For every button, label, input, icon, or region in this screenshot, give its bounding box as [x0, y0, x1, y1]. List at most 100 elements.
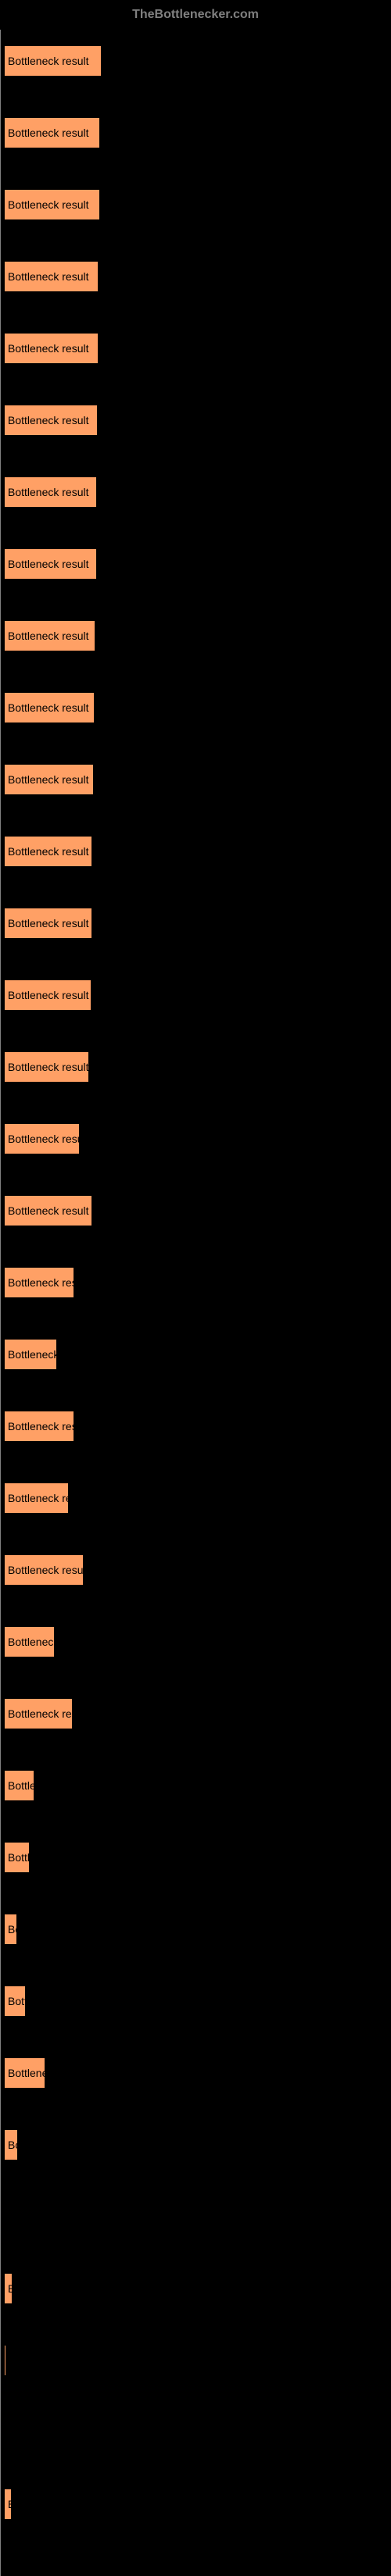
bar-row: Bottleneck result	[4, 692, 387, 723]
bar-label: Bott	[8, 1995, 26, 2007]
bar-row: Bottlene	[4, 2057, 387, 2089]
bar: Bo	[4, 1914, 17, 1945]
bar: Bottleneck	[4, 1339, 57, 1370]
bar-row	[4, 2417, 387, 2448]
bar: Bottleneck result	[4, 979, 91, 1011]
bar: Bottleneck result	[4, 1051, 89, 1083]
bar: B	[4, 2273, 13, 2304]
bar-label: Bottleneck result	[8, 1204, 89, 1217]
bar-row: Bottl	[4, 1842, 387, 1873]
bar: Bottleneck resu	[4, 1123, 80, 1154]
bar-label: Bo	[8, 2139, 18, 2151]
bar-row: Bottleneck	[4, 1339, 387, 1370]
bar-label: Bottleneck res	[8, 1707, 73, 1720]
bar-row: Bottleneck resu	[4, 1123, 387, 1154]
bar: Bottleneck result	[4, 333, 99, 364]
bar-label: Bottl	[8, 1851, 30, 1864]
bar: Bottleneck result	[4, 764, 94, 795]
bar-label: Bottleneck result	[8, 917, 89, 929]
y-axis-line	[0, 30, 1, 2576]
bar-label: B	[8, 2498, 12, 2510]
chart-container: Bottleneck result Bottleneck result Bottle…	[0, 30, 391, 2576]
bar-label: Bottleneck result	[8, 342, 89, 355]
bar-row: Bottleneck	[4, 1626, 387, 1657]
bar-label: Bo	[8, 1923, 17, 1936]
bar-row: Bottleneck result	[4, 261, 387, 292]
bar-label: Bottleneck	[8, 1348, 57, 1361]
bar-label: Bottleneck result	[8, 414, 89, 426]
bar: Bottleneck result	[4, 117, 100, 148]
bar: Bottleneck result	[4, 548, 97, 580]
bar-row: Bottleneck res	[4, 1698, 387, 1729]
bar-row: Bottleneck resul	[4, 1554, 387, 1586]
bar-row: Bottleneck result	[4, 45, 387, 77]
bar-label: Bottleneck result	[8, 845, 89, 858]
bar: Bottleneck result	[4, 692, 95, 723]
bar-row: Bo	[4, 1914, 387, 1945]
bar-row: B	[4, 2489, 387, 2520]
bar-label: Bottleneck result	[8, 55, 89, 67]
bar-label: Bottleneck result	[8, 989, 89, 1001]
bar: Bottleneck result	[4, 620, 95, 651]
bar	[4, 2345, 6, 2376]
bar-row: Bottleneck re	[4, 1482, 387, 1514]
site-header: TheBottlenecker.com	[0, 0, 391, 30]
bar-label: Bottleneck result	[8, 630, 89, 642]
bar	[4, 2201, 5, 2232]
bar-label: Bottle	[8, 1779, 34, 1792]
bar-label: Bottleneck result	[8, 486, 89, 498]
bar: Bott	[4, 1986, 26, 2017]
bar-row: Bottleneck result	[4, 189, 387, 220]
bar-row: Bottleneck result	[4, 620, 387, 651]
bar: Bottleneck res	[4, 1267, 74, 1298]
bar-row	[4, 2201, 387, 2232]
bar-label: Bottleneck result	[8, 127, 89, 139]
bar-row: Bo	[4, 2129, 387, 2160]
bar: Bottleneck result	[4, 836, 92, 867]
bar-row: Bottleneck result	[4, 1195, 387, 1226]
bar: Bottleneck result	[4, 45, 102, 77]
bar-label: Bottleneck resu	[8, 1133, 80, 1145]
bar: Bottleneck resul	[4, 1554, 84, 1586]
bar: Bottl	[4, 1842, 30, 1873]
bar: Bottleneck result	[4, 189, 100, 220]
bar: Bottleneck re	[4, 1482, 69, 1514]
bar-label: Bottleneck res	[8, 1420, 74, 1432]
bar-label: Bottleneck result	[8, 773, 89, 786]
bar-row: Bottleneck result	[4, 1051, 387, 1083]
bar-row: Bottleneck result	[4, 979, 387, 1011]
bar-label: B	[8, 2282, 13, 2295]
bar-label: Bottleneck result	[8, 558, 89, 570]
bar-row	[4, 2345, 387, 2376]
bar-row: Bottleneck result	[4, 117, 387, 148]
bar-row: Bottle	[4, 1770, 387, 1801]
bar-label: Bottleneck re	[8, 1492, 69, 1504]
bar: Bottleneck res	[4, 1698, 73, 1729]
bar: Bottleneck	[4, 1626, 55, 1657]
bar-row: Bottleneck res	[4, 1411, 387, 1442]
bar-row: Bottleneck result	[4, 764, 387, 795]
bar-label: Bottleneck result	[8, 198, 89, 211]
bar-row: B	[4, 2273, 387, 2304]
bar	[4, 2417, 5, 2448]
bar: Bottleneck result	[4, 261, 99, 292]
bar: Bottleneck result	[4, 908, 92, 939]
site-title: TheBottlenecker.com	[132, 8, 259, 21]
bar: Bottlene	[4, 2057, 45, 2089]
bar: Bo	[4, 2129, 18, 2160]
bars-container: Bottleneck result Bottleneck result Bottle…	[4, 45, 387, 2520]
bar-row: Bottleneck result	[4, 405, 387, 436]
bar-label: Bottleneck resul	[8, 1564, 84, 1576]
bar-label: Bottleneck result	[8, 701, 89, 714]
bar-row: Bottleneck res	[4, 1267, 387, 1298]
bar-label: Bottleneck result	[8, 1061, 89, 1073]
bar-label: Bottleneck result	[8, 270, 89, 283]
bar: B	[4, 2489, 12, 2520]
bar-row: Bottleneck result	[4, 333, 387, 364]
bar-label: Bottleneck	[8, 1636, 55, 1648]
bar-row: Bottleneck result	[4, 548, 387, 580]
bar: Bottle	[4, 1770, 34, 1801]
bar-row: Bott	[4, 1986, 387, 2017]
bar-row: Bottleneck result	[4, 836, 387, 867]
bar-row: Bottleneck result	[4, 476, 387, 508]
